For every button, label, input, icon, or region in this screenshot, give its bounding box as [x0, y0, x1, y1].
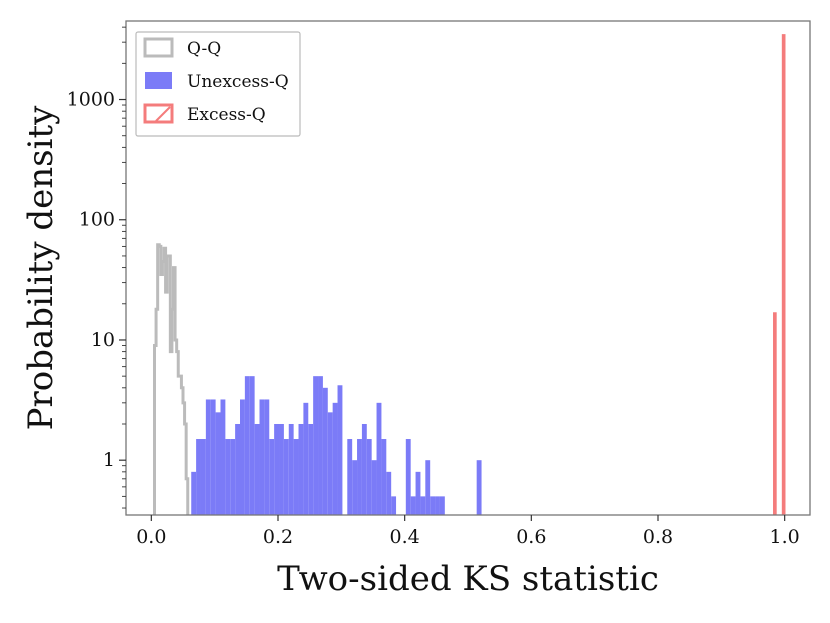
unexcess-q-bar	[386, 471, 392, 515]
unexcess-q-bar	[210, 399, 216, 515]
unexcess-q-bar	[410, 496, 416, 515]
y-tick-label: 10	[91, 329, 115, 351]
x-axis-title: Two-sided KS statistic	[277, 559, 659, 599]
unexcess-q-bar	[371, 460, 377, 515]
x-tick-label: 0.0	[136, 526, 166, 548]
legend: Q-Q Unexcess-Q Excess-Q	[135, 31, 301, 137]
x-tick-label: 0.4	[390, 526, 420, 548]
unexcess-q-bar	[249, 376, 255, 515]
q-q-step-line	[153, 243, 190, 515]
unexcess-q-bar	[220, 399, 226, 515]
unexcess-q-bar	[225, 439, 231, 515]
unexcess-q-bar	[420, 496, 426, 515]
unexcess-q-bar	[376, 402, 382, 515]
x-tick-label: 0.8	[643, 526, 673, 548]
unexcess-q-bar	[366, 439, 372, 515]
y-axis-title: Probability density	[21, 105, 61, 430]
unexcess-q-bar	[361, 423, 367, 515]
bars-layer	[153, 34, 786, 516]
unexcess-q-bar	[191, 471, 197, 515]
unexcess-q-bar	[425, 460, 431, 515]
unexcess-q-bar	[308, 423, 314, 515]
unexcess-q-bar	[264, 399, 270, 515]
unexcess-q-bar	[327, 412, 333, 515]
unexcess-q-bar	[196, 439, 201, 515]
unexcess-q-bar	[293, 439, 299, 515]
legend-frame	[135, 31, 301, 137]
y-tick-label: 1000	[67, 89, 115, 111]
unexcess-q-bar	[254, 423, 260, 515]
unexcess-q-bar	[283, 439, 289, 515]
unexcess-q-bar	[215, 412, 221, 515]
unexcess-q-bar	[240, 399, 245, 515]
unexcess-q-bar	[274, 423, 280, 515]
unexcess-q-bar	[205, 399, 211, 515]
unexcess-q-bar	[357, 439, 362, 515]
unexcess-q-bar	[235, 423, 240, 515]
unexcess-q-bar	[337, 385, 343, 515]
unexcess-q-bar	[303, 402, 309, 515]
x-tick-label: 0.6	[516, 526, 546, 548]
legend-label-excess-q: Excess-Q	[187, 105, 266, 125]
unexcess-q-bar	[405, 439, 411, 515]
excess-q-bar	[773, 312, 777, 515]
unexcess-q-bar	[230, 439, 236, 515]
unexcess-q-bar	[200, 439, 206, 515]
unexcess-q-bar	[313, 376, 319, 515]
unexcess-q-bar	[332, 402, 338, 515]
unexcess-q-bar	[439, 496, 445, 515]
unexcess-q-bar	[244, 376, 250, 515]
unexcess-q-bar	[288, 423, 294, 515]
unexcess-q-bar	[415, 471, 421, 515]
unexcess-q-bar	[347, 439, 353, 515]
unexcess-q-bar	[476, 460, 482, 515]
unexcess-q-bar	[391, 496, 397, 515]
unexcess-q-bar	[430, 496, 436, 515]
legend-swatch-excess-q	[143, 103, 174, 124]
unexcess-q-bar	[381, 439, 387, 515]
unexcess-q-bar	[435, 496, 440, 515]
y-tick-label: 100	[79, 209, 115, 231]
unexcess-q-bar	[318, 376, 323, 515]
ticks-layer: 0.0 0.2 0.4 0.6 0.8 1.0 1 10 100 1000	[67, 26, 800, 548]
unexcess-q-bar	[298, 423, 304, 515]
legend-swatch-hatch	[155, 106, 171, 122]
legend-label-unexcess-q: Unexcess-Q	[187, 72, 289, 92]
legend-label-q-q: Q-Q	[187, 39, 221, 59]
unexcess-q-bar	[279, 423, 284, 515]
legend-swatch-unexcess-q	[145, 72, 172, 89]
excess-q-bar	[781, 34, 786, 516]
unexcess-q-bar	[352, 460, 358, 515]
unexcess-q-bar	[259, 399, 265, 515]
legend-swatch-q-q	[143, 37, 174, 58]
unexcess-q-bar	[322, 387, 328, 515]
unexcess-q-bar	[269, 439, 275, 515]
y-tick-label: 1	[103, 449, 115, 471]
x-tick-label: 0.2	[263, 526, 293, 548]
x-tick-label: 1.0	[770, 526, 800, 548]
